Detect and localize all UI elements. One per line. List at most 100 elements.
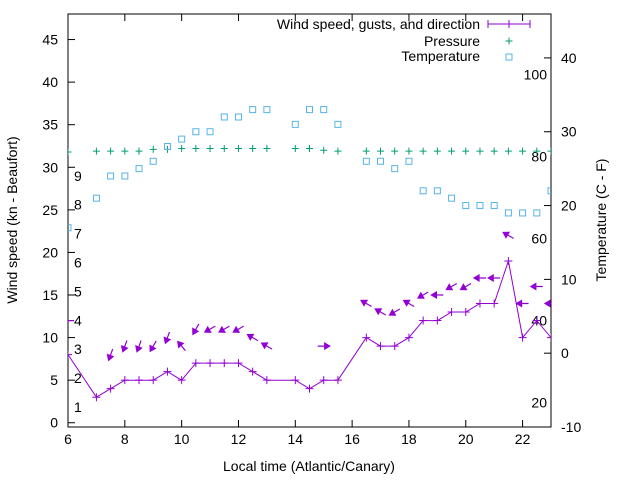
gust-direction-arrow	[149, 340, 157, 353]
y2-tick-label: -10	[561, 419, 581, 435]
gust-direction-arrow	[106, 348, 115, 362]
legend-label-pressure: Pressure	[424, 33, 480, 49]
gust-direction-arrow	[459, 282, 472, 291]
temperature-point	[306, 106, 313, 114]
pressure-point	[135, 147, 143, 155]
pressure-point	[547, 147, 551, 155]
legend: Wind speed, gusts, and direction Pressur…	[277, 16, 531, 64]
y-tick-label: 5	[50, 372, 58, 388]
x-tick-label: 22	[515, 431, 531, 447]
pressure-point	[533, 147, 541, 155]
gust-direction-arrow	[515, 299, 529, 308]
gust-direction-arrow	[192, 323, 200, 336]
gust-direction-arrow	[416, 291, 429, 299]
gust-direction-arrow	[472, 273, 486, 283]
wind-speed-point	[135, 376, 144, 385]
pressure-point	[519, 147, 527, 155]
temperature-point	[135, 165, 143, 173]
gust-direction-arrow	[135, 340, 143, 353]
temperature-point	[547, 187, 551, 195]
y2-tick-label: 20	[561, 198, 577, 214]
wind-speed-point	[234, 359, 243, 368]
wind-speed-point	[319, 376, 328, 385]
wind-speed-point	[262, 376, 271, 385]
wind-speed-point	[547, 333, 551, 342]
temperature-point	[377, 157, 385, 165]
pressure-point	[320, 146, 328, 154]
wind-speed-point	[532, 316, 541, 325]
wind-speed-point	[447, 308, 456, 317]
wind-speed-point	[149, 376, 158, 385]
gust-direction-arrow	[68, 320, 74, 322]
gust-direction-arrow	[430, 290, 444, 300]
y-tick-label: 40	[42, 74, 58, 90]
pressure-point	[306, 145, 313, 153]
pressure-point	[362, 147, 370, 155]
temperature-point	[533, 209, 541, 217]
temperature-point	[490, 202, 498, 210]
y-tick-label: 20	[42, 244, 58, 260]
x-tick-label: 12	[231, 431, 247, 447]
y-axis-label: Wind speed (kn - Beaufort)	[4, 136, 20, 303]
beaufort-label: 2	[74, 370, 82, 386]
gust-direction-arrow	[203, 325, 216, 333]
gust-direction-arrow	[388, 308, 401, 316]
pressure-point	[476, 147, 484, 155]
pressure-point	[391, 147, 399, 155]
y-tick-label: 45	[42, 32, 58, 48]
wind-speed-point	[248, 367, 257, 376]
temperature-point	[263, 106, 271, 114]
pressure-point	[419, 147, 427, 155]
beaufort-label: 1	[74, 399, 82, 415]
plot-frame	[67, 13, 552, 428]
wind-speed-point	[291, 376, 300, 385]
beaufort-label: 3	[74, 341, 82, 357]
temperature-point	[249, 106, 257, 114]
y2-tick-label: 40	[561, 50, 577, 66]
pressure-point	[68, 148, 72, 156]
y2-tick-label: 10	[561, 271, 577, 287]
gust-direction-arrow	[445, 282, 458, 291]
gust-direction-arrow	[487, 273, 501, 283]
pressure-point	[433, 147, 441, 155]
pressure-point	[377, 147, 385, 155]
wind-speed-point	[206, 359, 215, 368]
wind-speed-point	[163, 367, 172, 376]
x-tick-label: 14	[288, 431, 304, 447]
temperature-point	[149, 157, 157, 165]
wind-speed-point	[333, 376, 342, 385]
temperature-point	[362, 157, 370, 165]
wind-speed-point	[419, 316, 428, 325]
legend-sample-temperature	[505, 53, 513, 61]
fahrenheit-label: 20	[531, 394, 547, 410]
temperature-point	[107, 172, 115, 180]
temperature-point	[462, 202, 470, 210]
beaufort-label: 9	[74, 168, 82, 184]
temperature-point	[334, 120, 342, 128]
pressure-point	[192, 145, 200, 153]
wind-speed-point	[220, 359, 229, 368]
wind-speed-point	[404, 333, 413, 342]
beaufort-label: 6	[74, 255, 82, 271]
temperature-point	[405, 157, 413, 165]
wind-speed-point	[106, 384, 115, 393]
beaufort-label: 8	[74, 197, 82, 213]
gust-direction-arrow	[543, 299, 551, 308]
pressure-point	[405, 147, 413, 155]
temperature-point	[220, 113, 228, 121]
temperature-point	[320, 106, 328, 114]
gust-direction-arrow	[317, 342, 331, 351]
x-tick-label: 8	[121, 431, 129, 447]
pressure-point	[92, 147, 100, 155]
y2-tick-label: 30	[561, 124, 577, 140]
y2-axis-label: Temperature (C - F)	[593, 159, 609, 282]
gust-direction-arrow	[120, 340, 129, 353]
beaufort-label: 7	[74, 226, 82, 242]
temperature-point	[121, 172, 129, 180]
pressure-point	[220, 145, 228, 153]
temperature-point	[504, 209, 512, 217]
temperature-point	[419, 187, 427, 195]
temperature-point	[92, 194, 100, 202]
wind-speed-point	[461, 308, 470, 317]
pressure-point	[291, 145, 299, 153]
